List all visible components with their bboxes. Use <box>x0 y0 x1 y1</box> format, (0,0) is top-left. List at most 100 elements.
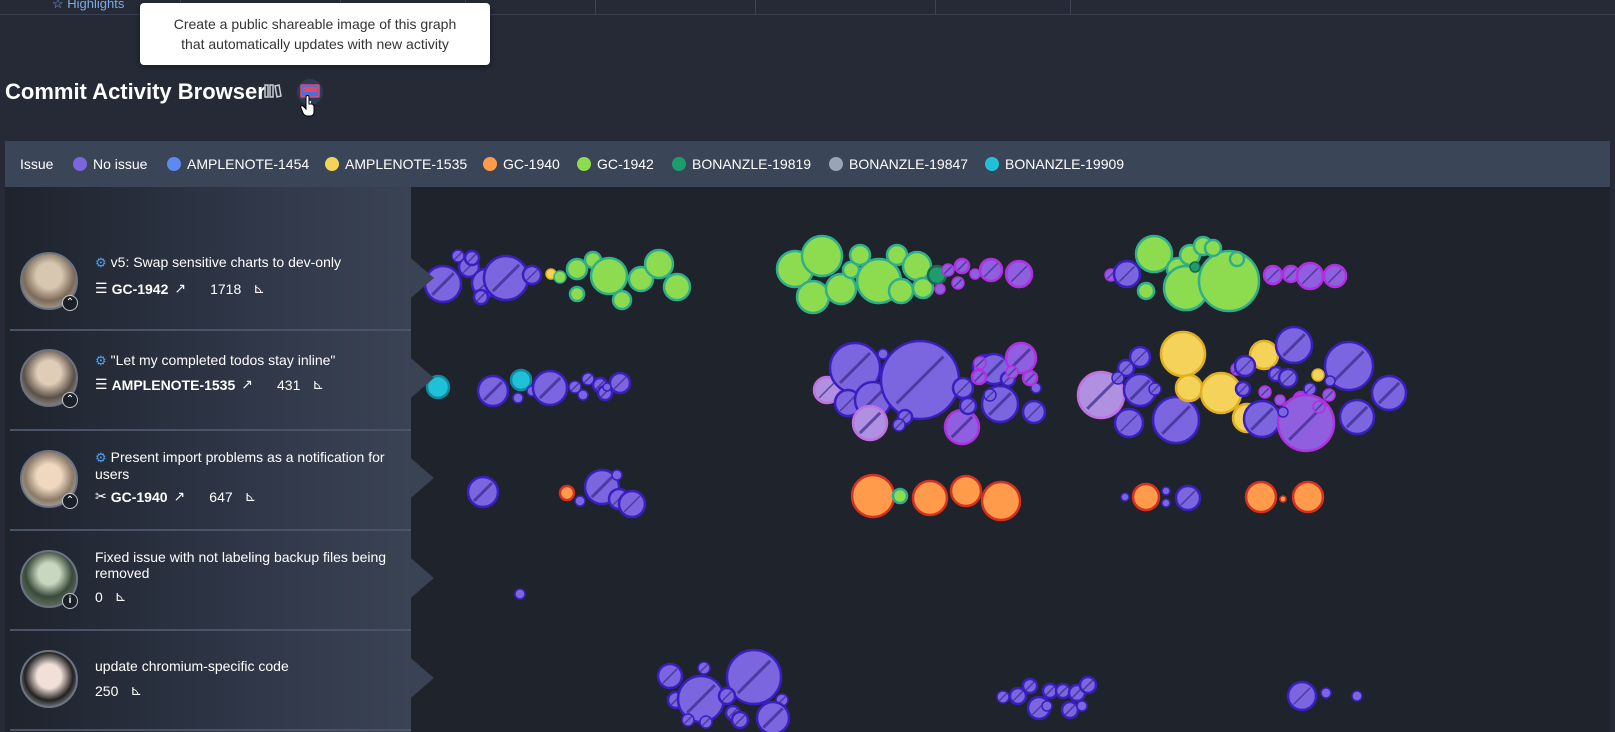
bubble-hatch <box>736 659 772 695</box>
commit-title[interactable]: ⚙ "Let my completed todos stay inline" <box>95 352 336 368</box>
external-link-icon[interactable]: ↗ <box>173 488 186 504</box>
activity-bubble[interactable] <box>1274 394 1286 406</box>
activity-bubble[interactable] <box>887 277 915 305</box>
activity-bubble[interactable] <box>877 348 889 360</box>
bubble-hatch <box>1305 384 1315 394</box>
issue-link[interactable]: GC-1942 <box>111 280 169 297</box>
activity-bubble[interactable] <box>1174 373 1204 403</box>
activity-bubble[interactable] <box>1161 498 1171 508</box>
line-count: 0 <box>95 588 103 605</box>
issue-link[interactable]: AMPLENOTE-1535 <box>111 376 236 393</box>
issue-link[interactable]: GC-1940 <box>110 488 168 505</box>
tab-highlights[interactable]: ☆ Highlights <box>52 0 124 12</box>
activity-bubble[interactable] <box>850 473 896 519</box>
activity-bubble[interactable] <box>662 272 692 302</box>
commit-row[interactable]: ⌃ ⚙ "Let my completed todos stay inline" … <box>15 333 411 431</box>
commit-row[interactable]: ⌃ ⚙ v5: Swap sensitive charts to dev-only… <box>15 235 411 333</box>
legend-item[interactable]: GC-1942 <box>577 156 654 172</box>
activity-bubble[interactable] <box>1076 700 1088 712</box>
activity-bubble[interactable] <box>589 256 629 296</box>
bubble-hatch <box>1271 369 1281 379</box>
activity-bubble[interactable] <box>1131 482 1161 512</box>
bubble-hatch <box>962 400 974 412</box>
activity-bubble[interactable] <box>848 243 872 267</box>
activity-bubble[interactable] <box>643 248 675 280</box>
activity-bubble[interactable] <box>553 270 567 284</box>
activity-bubble[interactable] <box>980 480 1022 522</box>
external-link-icon[interactable]: ↗ <box>174 280 187 296</box>
activity-bubble[interactable] <box>911 479 949 517</box>
bubble-hatch <box>1082 679 1094 691</box>
hand-cursor-icon <box>300 95 315 117</box>
legend-item[interactable]: BONANZLE-19909 <box>985 156 1124 172</box>
library-icon[interactable] <box>264 83 282 99</box>
legend-item[interactable]: AMPLENOTE-1454 <box>167 156 309 172</box>
activity-bubble[interactable] <box>1203 238 1223 258</box>
activity-bubble[interactable] <box>891 487 909 505</box>
activity-bubble[interactable] <box>1228 250 1246 268</box>
bubble-hatch <box>1086 380 1116 410</box>
activity-bubble[interactable] <box>512 392 524 404</box>
legend-item[interactable]: No issue <box>73 156 147 172</box>
activity-bubble[interactable] <box>1041 700 1053 712</box>
bubble-hatch <box>701 717 711 727</box>
activity-bubble[interactable] <box>1136 281 1156 301</box>
commit-title[interactable]: ⚙ v5: Swap sensitive charts to dev-only <box>95 254 341 270</box>
avatar[interactable] <box>20 650 78 708</box>
activity-bubble[interactable] <box>577 389 589 401</box>
activity-bubble[interactable] <box>568 285 586 303</box>
tab-divider <box>935 0 936 14</box>
activity-bubble[interactable] <box>1161 486 1171 496</box>
activity-bubble[interactable] <box>1197 249 1261 313</box>
external-link-icon[interactable]: ↗ <box>241 376 253 392</box>
activity-bubble[interactable] <box>934 283 946 295</box>
legend-dot <box>73 157 87 171</box>
activity-bubble[interactable] <box>1199 371 1243 415</box>
activity-bubble[interactable] <box>1279 495 1287 503</box>
legend-item[interactable]: BONANZLE-19819 <box>672 156 811 172</box>
bubble-hatch <box>734 714 746 726</box>
activity-bubble[interactable] <box>1120 492 1130 502</box>
bubble-hatch <box>472 481 494 503</box>
activity-bubble[interactable] <box>1189 261 1201 273</box>
commit-title[interactable]: ⚙ Present import problems as a notificati… <box>95 449 385 482</box>
activity-bubble[interactable] <box>1277 406 1289 418</box>
bubble-hatch <box>491 263 521 293</box>
commit-title[interactable]: Fixed issue with not labeling backup fil… <box>95 549 387 581</box>
activity-bubble[interactable] <box>509 368 533 392</box>
activity-bubble[interactable] <box>1134 234 1174 274</box>
commit-row[interactable]: ⌃ ⚙ Present import problems as a notifica… <box>15 433 411 531</box>
activity-bubble[interactable] <box>565 257 589 281</box>
activity-bubble[interactable] <box>824 272 858 306</box>
activity-bubble[interactable] <box>574 495 586 507</box>
activity-bubble[interactable] <box>1244 480 1278 514</box>
activity-bubble[interactable] <box>558 484 576 502</box>
activity-bubble[interactable] <box>969 268 981 280</box>
activity-bubble[interactable] <box>1159 330 1207 378</box>
row-divider <box>10 529 411 531</box>
activity-bubble[interactable] <box>1320 687 1332 699</box>
avatar[interactable] <box>20 349 78 407</box>
commit-meta: 0 ⊾ <box>95 588 127 605</box>
activity-bubble[interactable] <box>611 469 623 481</box>
activity-bubble[interactable] <box>795 279 831 315</box>
activity-bubble[interactable] <box>611 289 633 311</box>
activity-bubble[interactable] <box>1324 375 1336 387</box>
activity-bubble[interactable] <box>949 474 983 508</box>
commit-row[interactable]: i Fixed issue with not labeling backup f… <box>15 533 411 631</box>
activity-bubble[interactable] <box>602 382 612 392</box>
legend-item[interactable]: BONANZLE-19847 <box>829 156 968 172</box>
activity-bubble[interactable] <box>514 588 526 600</box>
bubble-hatch <box>467 253 477 263</box>
legend-dot <box>829 157 843 171</box>
activity-bubble[interactable] <box>1291 480 1325 514</box>
activity-bubble[interactable] <box>911 276 935 300</box>
legend-item[interactable]: GC-1940 <box>483 156 560 172</box>
legend-item[interactable]: AMPLENOTE-1535 <box>325 156 467 172</box>
commit-row[interactable]: update chromium-specific code 250 ⊾ <box>15 633 411 731</box>
activity-bubble[interactable] <box>1351 690 1363 702</box>
bubble-hatch <box>1324 390 1334 400</box>
activity-bubble[interactable] <box>1311 368 1325 382</box>
activity-bubble[interactable] <box>800 234 844 278</box>
commit-title[interactable]: update chromium-specific code <box>95 658 289 674</box>
